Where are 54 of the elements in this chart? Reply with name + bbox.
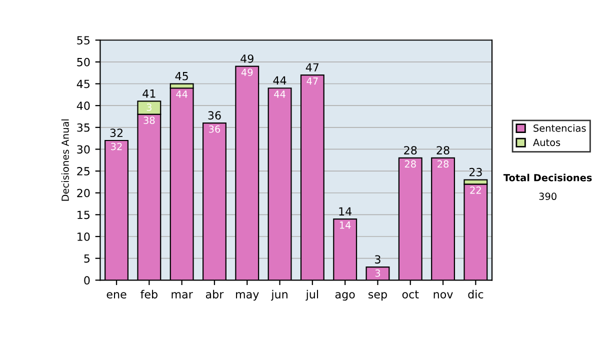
- total-label: 36: [208, 111, 221, 120]
- data-label: 32: [111, 142, 122, 150]
- x-tick-label: jun: [270, 290, 288, 301]
- y-tick-label: 40: [76, 102, 90, 110]
- total-label: 41: [142, 90, 156, 98]
- text: Total Decisiones: [503, 174, 592, 182]
- x-tick-label: nov: [434, 292, 453, 298]
- total-label: 49: [240, 54, 254, 63]
- data-label: 47: [306, 78, 318, 85]
- total-label: 14: [339, 207, 352, 216]
- x-tick-label: ene: [106, 292, 126, 298]
- total-label: 23: [469, 168, 482, 176]
- text: 390: [539, 192, 556, 200]
- data-label: 28: [404, 160, 416, 168]
- data-label: 14: [340, 222, 351, 229]
- data-label: 44: [176, 90, 188, 98]
- x-tick-label: jul: [306, 290, 318, 301]
- y-tick-label: 55: [77, 36, 90, 44]
- y-tick-label: 30: [77, 145, 90, 154]
- data-label: 44: [274, 90, 286, 98]
- y-tick-label: 35: [77, 123, 90, 132]
- total-label: 28: [436, 146, 450, 154]
- y-tick-label: 50: [77, 58, 90, 66]
- data-label: 36: [209, 125, 220, 133]
- total-label: 44: [273, 76, 286, 85]
- y-tick-label: 20: [77, 188, 90, 198]
- y-tick-label: 45: [76, 80, 90, 88]
- y-tick-label: 0: [84, 276, 90, 285]
- total-label: 47: [306, 63, 319, 72]
- data-label: 22: [470, 186, 481, 194]
- x-tick-label: sep: [368, 292, 387, 301]
- y-axis-title: Decisiones Anual: [61, 119, 69, 201]
- data-label: 28: [438, 160, 449, 168]
- x-tick-label: mar: [172, 292, 193, 298]
- x-tick-label: oct: [402, 290, 419, 298]
- x-tick-label: dic: [468, 290, 484, 298]
- data-label: 3: [146, 104, 152, 111]
- legend-label: Autos: [533, 138, 560, 146]
- x-tick-label: feb: [140, 290, 158, 298]
- data-label: 49: [241, 68, 253, 76]
- total-label: 45: [175, 72, 188, 80]
- y-tick-label: 10: [78, 232, 90, 241]
- x-tick-label: abr: [206, 290, 224, 298]
- y-tick-label: 5: [84, 254, 90, 263]
- total-label: 32: [110, 128, 122, 138]
- data-label: 3: [375, 269, 380, 277]
- x-tick-label: ago: [335, 292, 355, 301]
- x-tick-label: may: [236, 292, 259, 301]
- data-label: 38: [144, 116, 155, 124]
- y-tick-label: 15: [78, 210, 90, 220]
- total-label: 3: [375, 255, 380, 264]
- total-label: 28: [404, 146, 417, 154]
- legend-label: Sentencias: [534, 124, 586, 132]
- y-tick-label: 25: [77, 167, 90, 176]
